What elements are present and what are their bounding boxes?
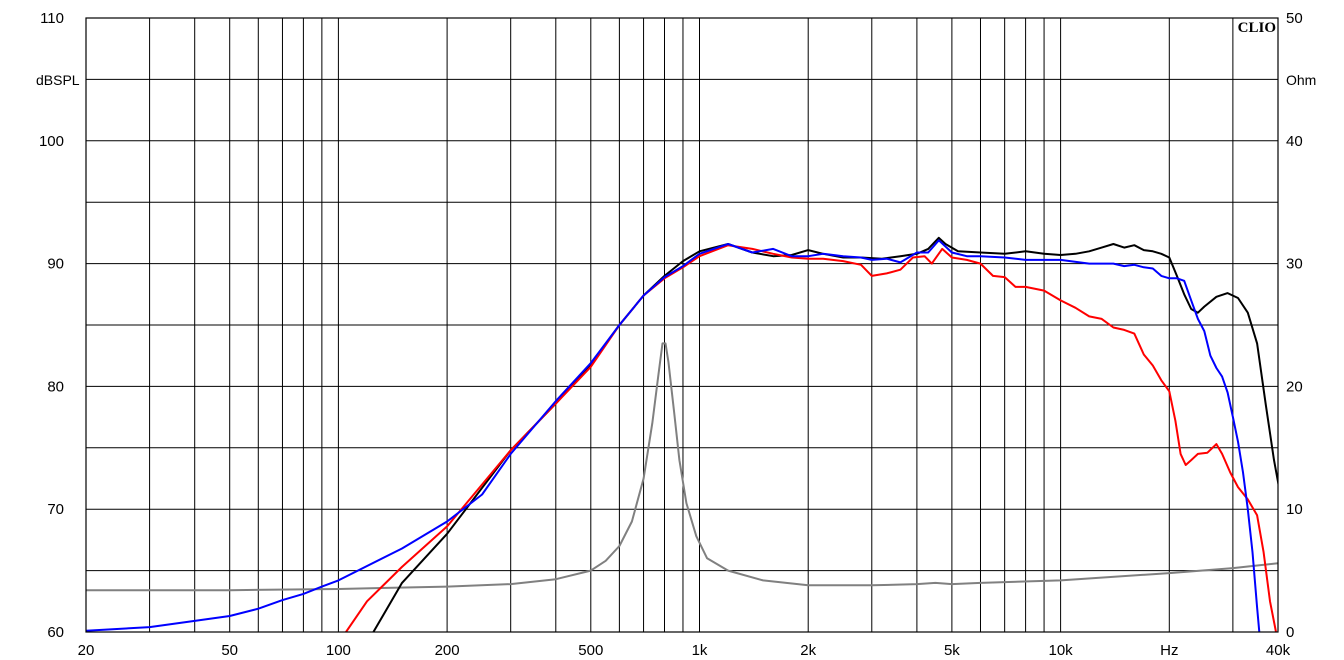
- y2-tick-label: 0: [1286, 624, 1294, 641]
- x-tick-label: 40k: [1266, 642, 1291, 659]
- x-tick-label: 50: [221, 642, 238, 659]
- x-tick-label: 500: [578, 642, 603, 659]
- y-tick-label: 60: [47, 624, 64, 641]
- series-line-black: [372, 236, 1278, 632]
- y2-tick-label: 30: [1286, 256, 1303, 273]
- y-axis-unit-label: dBSPL: [36, 72, 80, 88]
- y-tick-label: 80: [47, 378, 64, 395]
- series-line-blue: [86, 239, 1261, 632]
- x-tick-label: 200: [435, 642, 460, 659]
- y-tick-label: 90: [47, 256, 64, 273]
- y-tick-label: 70: [47, 501, 64, 518]
- y2-tick-label: 40: [1286, 133, 1303, 150]
- x-tick-label: 5k: [944, 642, 960, 659]
- grid: [85, 17, 1279, 633]
- series-layer: [86, 236, 1278, 632]
- y2-tick-label: 10: [1286, 501, 1303, 518]
- y-tick-label: 110: [40, 10, 64, 27]
- label-layer: 20 50 100 200 500 1k 2k 5k 10k Hz 40k1101009080706…: [39, 10, 1303, 659]
- y-tick-label: 100: [39, 133, 64, 150]
- y2-tick-label: 20: [1286, 378, 1303, 395]
- x-tick-label: 1k: [692, 642, 708, 659]
- x-tick-label: 20: [78, 642, 95, 659]
- impedance-line-gray: [86, 342, 1278, 592]
- x-tick-label: Hz: [1160, 642, 1178, 659]
- y2-tick-label: 50: [1286, 10, 1303, 27]
- x-tick-label: 100: [326, 642, 351, 659]
- x-tick-label: 10k: [1049, 642, 1074, 659]
- y2-axis-unit-label: Ohm: [1286, 72, 1316, 88]
- series-line-red: [345, 244, 1277, 632]
- plot-frame: [85, 17, 1279, 633]
- brand-mark: CLIO: [1238, 20, 1276, 36]
- x-tick-label: 2k: [800, 642, 816, 659]
